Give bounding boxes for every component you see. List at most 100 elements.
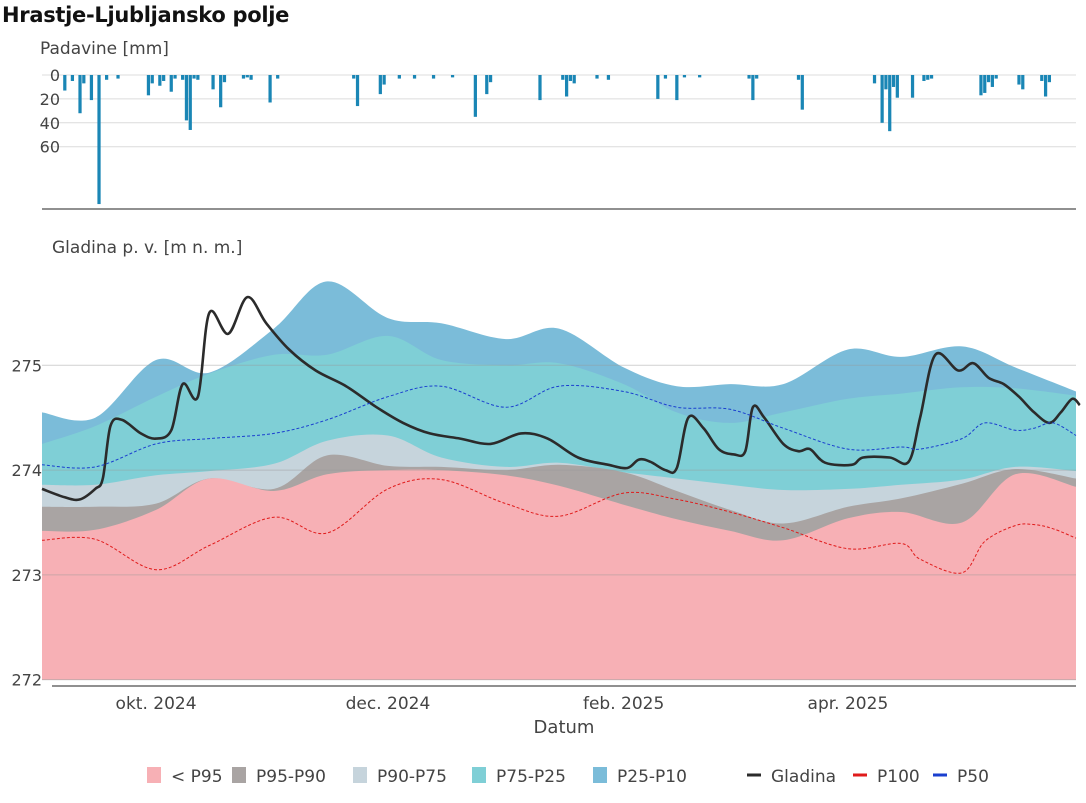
precip-bar bbox=[880, 75, 884, 123]
line-p50 bbox=[41, 384, 1077, 469]
precip-bar bbox=[568, 75, 573, 81]
x-tick-label: feb. 2025 bbox=[583, 694, 664, 714]
groundwater-level-panel: Gladina p. v. [m n. m.] 272 273 274 275 okt. … bbox=[11, 238, 1081, 738]
precip-bar bbox=[222, 75, 227, 83]
precip-bar bbox=[990, 75, 994, 87]
precip-tick-label: 0 bbox=[50, 66, 60, 85]
legend-label: < P95 bbox=[171, 767, 223, 787]
precip-tick-label: 60 bbox=[40, 138, 60, 157]
precip-bar bbox=[169, 75, 173, 92]
precip-bar bbox=[173, 75, 177, 79]
precip-bar bbox=[188, 75, 192, 130]
precip-bar bbox=[561, 75, 565, 80]
precip-bar bbox=[473, 75, 477, 117]
precip-bar bbox=[884, 75, 888, 90]
level-tick-label: 272 bbox=[11, 671, 42, 690]
x-tick-label: dec. 2024 bbox=[346, 694, 431, 714]
line-gladina bbox=[41, 295, 1081, 502]
precip-bar bbox=[872, 75, 877, 84]
precip-tick-label: 20 bbox=[40, 90, 60, 109]
precip-bar bbox=[245, 75, 249, 78]
precip-bar bbox=[450, 75, 455, 78]
precip-bar bbox=[105, 75, 109, 80]
legend-swatch bbox=[472, 767, 486, 783]
precip-bar bbox=[192, 75, 196, 79]
precip-bar bbox=[747, 75, 751, 79]
precip-bar bbox=[211, 75, 215, 90]
precip-bar bbox=[663, 75, 668, 79]
precip-bar bbox=[572, 75, 576, 84]
precip-bar bbox=[595, 75, 599, 79]
precip-bar bbox=[922, 75, 926, 81]
precip-bar bbox=[431, 75, 436, 79]
legend: < P95 P95-P90 P90-P75 P75-P25 P25-P10 Gladina… bbox=[147, 767, 989, 787]
precip-bar bbox=[249, 75, 253, 80]
precip-bar bbox=[986, 75, 991, 83]
precip-bar bbox=[382, 75, 386, 85]
legend-label: P75-P25 bbox=[496, 767, 566, 787]
precip-bar bbox=[979, 75, 983, 96]
legend-swatch bbox=[147, 767, 161, 783]
precip-bar bbox=[146, 75, 151, 96]
precip-bar bbox=[1040, 75, 1044, 81]
precip-bar bbox=[82, 75, 86, 84]
legend-swatch bbox=[353, 767, 367, 783]
precip-bar bbox=[800, 75, 804, 110]
precip-bar bbox=[70, 75, 75, 81]
legend-label: P100 bbox=[877, 767, 920, 787]
precip-bar bbox=[698, 75, 702, 78]
level-tick-label: 273 bbox=[11, 566, 42, 585]
precip-bar bbox=[888, 75, 892, 132]
precip-bar bbox=[994, 75, 998, 79]
legend-label: Gladina bbox=[771, 767, 836, 787]
precip-bar bbox=[1043, 75, 1048, 97]
precip-bar bbox=[538, 75, 542, 101]
level-tick-label: 274 bbox=[11, 461, 42, 480]
precip-bar bbox=[564, 75, 569, 97]
precip-axis-label: Padavine [mm] bbox=[40, 39, 169, 59]
precip-bar bbox=[184, 75, 189, 121]
precip-bar bbox=[895, 75, 899, 98]
legend-label: P95-P90 bbox=[256, 767, 326, 787]
precip-tick-label: 40 bbox=[40, 114, 60, 133]
precip-bar bbox=[412, 75, 417, 79]
precip-bar bbox=[675, 75, 679, 101]
precip-bar bbox=[276, 75, 280, 79]
band-p95 bbox=[42, 469, 1076, 680]
precip-bar bbox=[1017, 75, 1021, 85]
precip-bar bbox=[1021, 75, 1025, 90]
legend-label: P50 bbox=[957, 767, 989, 787]
precipitation-panel: 0 20 40 60 Padavine [mm] bbox=[40, 39, 1076, 210]
precip-bar bbox=[352, 75, 356, 79]
precip-bar bbox=[181, 75, 185, 80]
precip-bar bbox=[397, 75, 401, 79]
legend-label: P25-P10 bbox=[617, 767, 687, 787]
precip-bar bbox=[1047, 75, 1052, 83]
precip-bar bbox=[241, 75, 246, 79]
legend-swatch bbox=[232, 767, 246, 783]
precip-bar bbox=[378, 75, 382, 95]
precip-bar bbox=[268, 75, 272, 103]
precip-bar bbox=[116, 75, 120, 79]
precip-bar bbox=[682, 75, 687, 78]
precip-bar bbox=[755, 75, 759, 79]
precip-bar bbox=[158, 75, 162, 86]
precip-bar bbox=[926, 75, 930, 80]
precip-bar bbox=[751, 75, 755, 101]
precip-bar bbox=[219, 75, 223, 108]
x-axis-label: Datum bbox=[534, 717, 595, 738]
precip-bar bbox=[910, 75, 915, 98]
precip-bar bbox=[606, 75, 611, 80]
x-tick-label: apr. 2025 bbox=[808, 694, 889, 714]
precip-bar bbox=[929, 75, 934, 79]
legend-swatch bbox=[593, 767, 607, 783]
chart-title: Hrastje-Ljubljansko polje bbox=[2, 3, 290, 27]
level-tick-label: 275 bbox=[11, 356, 42, 375]
precip-bar bbox=[796, 75, 801, 80]
precip-bar bbox=[196, 75, 200, 80]
precip-bar bbox=[485, 75, 489, 95]
precip-bar bbox=[78, 75, 82, 114]
x-tick-label: okt. 2024 bbox=[116, 694, 197, 714]
precip-bar bbox=[162, 75, 166, 81]
